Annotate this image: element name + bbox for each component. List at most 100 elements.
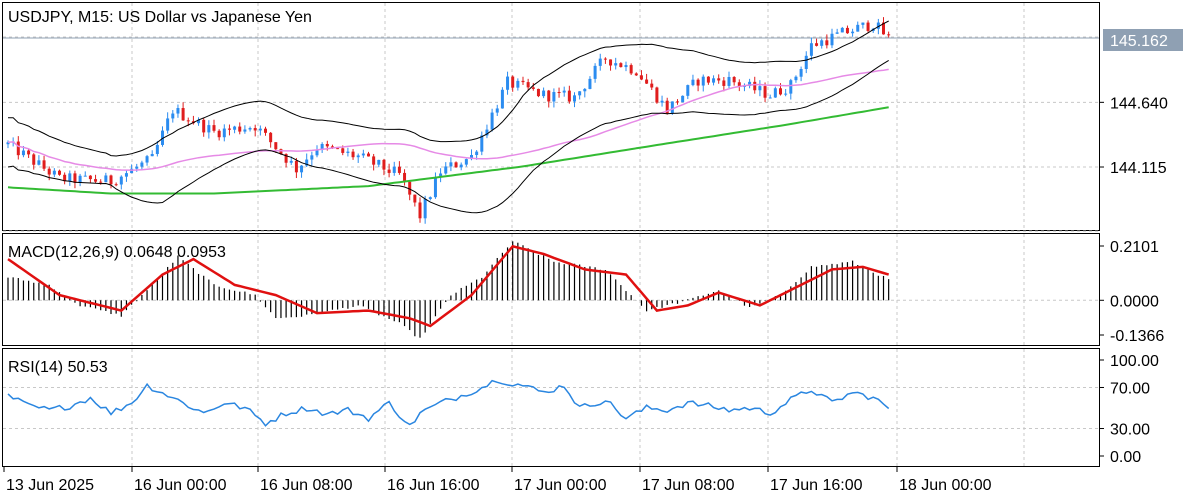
bollinger-lower	[7, 59, 889, 214]
candle-body	[624, 65, 628, 68]
candle-body	[629, 65, 633, 74]
candle-body	[217, 130, 221, 138]
candle-body	[32, 154, 36, 165]
candle-body	[222, 128, 226, 138]
candle-body	[227, 128, 231, 130]
candle-body	[351, 151, 355, 158]
candle-body	[243, 129, 247, 132]
candle-body	[552, 92, 556, 102]
time-tick-label: 17 Jun 16:00	[770, 477, 863, 494]
candle-body	[887, 34, 891, 36]
candle-body	[124, 173, 128, 177]
candle-body	[454, 162, 458, 168]
candle-body	[372, 156, 376, 165]
time-tick-label: 17 Jun 08:00	[642, 477, 735, 494]
candle-body	[856, 24, 860, 32]
candle-body	[835, 32, 839, 34]
candle-body	[578, 91, 582, 96]
macd-tick-label: -0.1366	[1110, 328, 1164, 345]
candle-body	[470, 154, 473, 160]
candle-body	[171, 113, 175, 119]
candle-body	[336, 148, 340, 150]
candle-body	[109, 175, 113, 185]
candle-body	[130, 168, 134, 174]
candle-body	[614, 63, 618, 66]
candle-body	[686, 85, 690, 96]
rsi-tick-label: 0.00	[1110, 449, 1141, 466]
macd-label: MACD(12,26,9) 0.0648 0.0953	[8, 244, 226, 261]
candle-body	[748, 81, 752, 86]
candle-body	[655, 87, 659, 103]
candle-body	[567, 90, 571, 102]
candle-body	[475, 151, 479, 155]
candle-body	[52, 170, 56, 175]
price-tick-label: 144.115	[1110, 160, 1167, 177]
candle-body	[73, 173, 77, 183]
candle-body	[27, 150, 31, 155]
candle-body	[310, 155, 314, 160]
candle-body	[562, 90, 566, 93]
candle-body	[346, 151, 350, 153]
candle-body	[83, 175, 87, 177]
candle-body	[464, 159, 468, 165]
candle-body	[104, 175, 108, 183]
candle-body	[382, 159, 386, 170]
price-tick-label: 144.640	[1110, 95, 1168, 112]
candle-body	[269, 132, 273, 143]
macd-tick-label: 0.0000	[1110, 293, 1159, 310]
candle-body	[155, 144, 159, 155]
candle-body	[88, 175, 92, 180]
candle-body	[815, 43, 819, 46]
candle-body	[536, 88, 540, 97]
candle-body	[645, 79, 649, 84]
candle-body	[289, 160, 293, 163]
candle-body	[408, 181, 412, 195]
candle-body	[516, 80, 520, 88]
grid	[3, 3, 1099, 466]
candle-body	[47, 168, 51, 175]
candle-body	[773, 88, 777, 98]
candle-body	[722, 80, 726, 86]
candle-body	[712, 78, 716, 83]
rsi-tick-label: 70.00	[1110, 380, 1150, 397]
candle-body	[665, 100, 669, 114]
candle-body	[639, 75, 643, 80]
candle-body	[660, 100, 664, 103]
candle-body	[294, 160, 298, 173]
candle-body	[42, 160, 46, 169]
candle-body	[506, 76, 510, 90]
candle-body	[413, 194, 417, 203]
candle-body	[681, 95, 685, 103]
rsi-line	[7, 379, 890, 427]
candle-body	[500, 89, 504, 109]
time-tick-label: 16 Jun 16:00	[387, 477, 480, 494]
candle-body	[356, 155, 360, 158]
candle-body	[521, 80, 525, 83]
candle-body	[753, 81, 757, 91]
candle-body	[717, 78, 721, 81]
candle-body	[830, 33, 834, 46]
candle-body	[444, 166, 448, 174]
candle-body	[485, 129, 489, 136]
candle-body	[876, 22, 880, 29]
candle-body	[542, 90, 546, 97]
candle-body	[737, 82, 741, 87]
candle-body	[305, 159, 309, 166]
candle-body	[882, 22, 885, 35]
candle-body	[161, 130, 164, 145]
candle-body	[186, 120, 190, 122]
candle-body	[320, 143, 324, 150]
candle-body	[804, 55, 808, 69]
time-tick-label: 13 Jun 2025	[6, 477, 94, 494]
candle-body	[784, 93, 788, 95]
candle-body	[78, 175, 82, 183]
candle-body	[526, 82, 530, 88]
candle-body	[650, 83, 654, 88]
candle-body	[6, 142, 10, 145]
time-tick-label: 16 Jun 00:00	[134, 477, 227, 494]
candle-body	[94, 179, 98, 182]
candle-body	[341, 148, 345, 153]
axis-labels: 144.640 144.115 0.2101 0.0000 -0.1366 100.00 7…	[3, 95, 1168, 494]
candle-body	[490, 112, 494, 130]
